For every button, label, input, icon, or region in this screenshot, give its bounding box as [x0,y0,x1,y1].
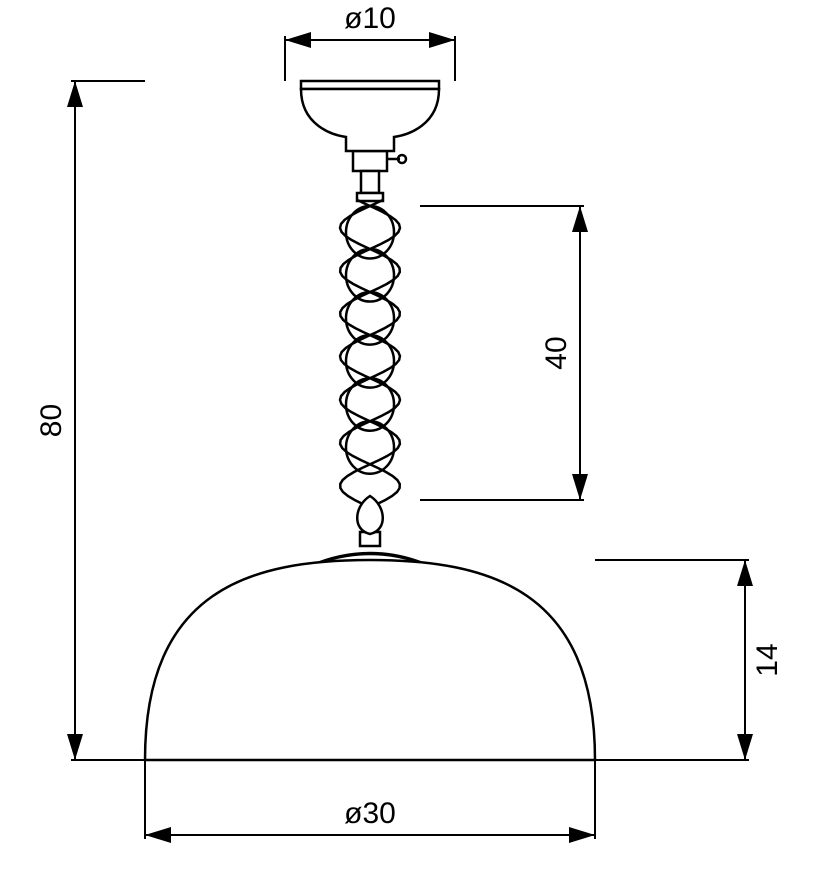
dim-shade-diameter: ø30 [344,797,396,830]
dim-total-height: 80 [35,404,68,437]
dim-chain-length: 40 [540,336,573,369]
dim-shade-height: 14 [751,643,784,676]
dim-canopy-diameter: ø10 [344,2,396,35]
canopy [301,89,439,151]
chain [346,206,394,474]
shade [145,560,595,760]
